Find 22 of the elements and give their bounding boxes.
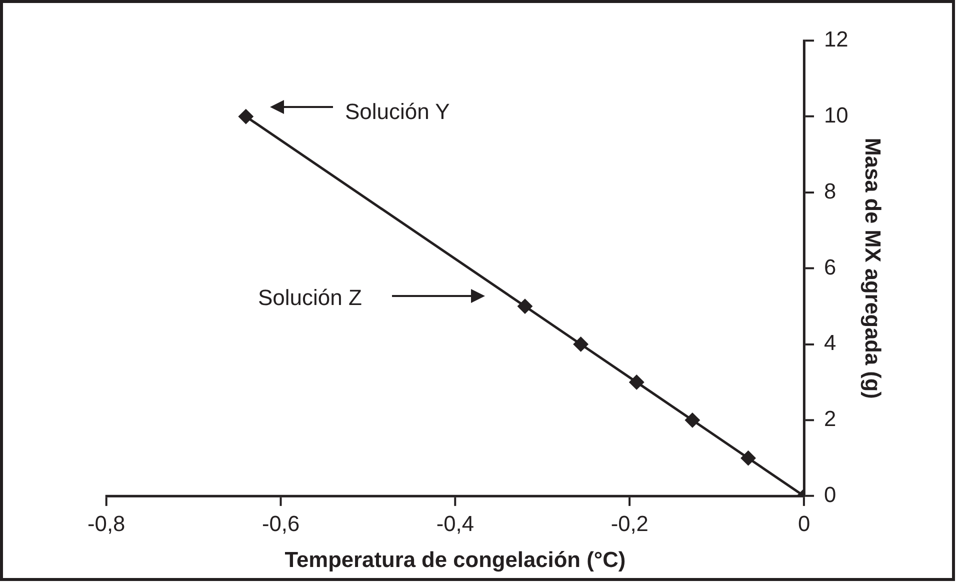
x-tick-label: 0 [798, 510, 810, 536]
y-tick-label: 8 [824, 178, 836, 204]
annotation: Solución Z [258, 285, 362, 310]
x-tick-label: -0,2 [610, 510, 648, 536]
y-tick-label: 2 [824, 406, 836, 432]
y-tick-label: 12 [824, 26, 848, 52]
y-tick-label: 6 [824, 254, 836, 280]
point [741, 450, 756, 466]
point [238, 109, 254, 124]
point [629, 375, 644, 390]
y-axis-title: Masa de MX agregada (g) [860, 138, 886, 399]
y-tick-label: 10 [824, 102, 848, 128]
point [518, 299, 532, 314]
y-tick-label: 0 [824, 482, 836, 508]
x-tick-label: -0,4 [436, 510, 474, 536]
x-tick-label: -0,6 [262, 510, 300, 536]
y-tick-label: 4 [824, 330, 836, 356]
x-axis-title: Temperatura de congelación (°C) [284, 547, 626, 572]
x-tick-label: -0,8 [88, 510, 126, 536]
point [574, 337, 588, 352]
point [685, 412, 700, 428]
annotation: Solución Y [345, 99, 450, 124]
